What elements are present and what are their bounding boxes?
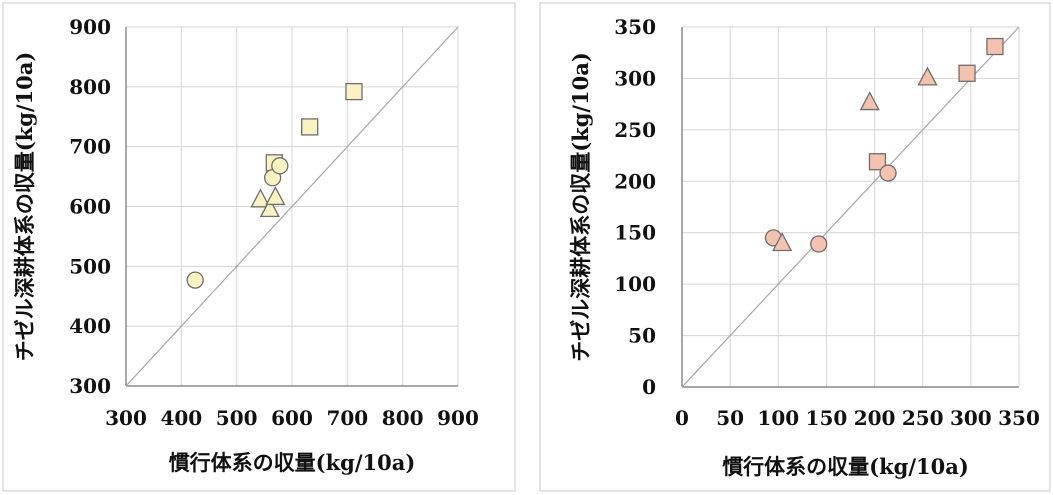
x-tick-label: 500: [216, 406, 258, 430]
x-tick-label: 700: [326, 406, 368, 430]
x-tick-label: 0: [675, 406, 689, 430]
one-to-one-line: [125, 26, 459, 387]
chart-right: 0 50 100 150 200 250 300 350 0 50 100 150 200 250 300 3…: [526, 0, 1053, 495]
one-to-one-line: [681, 26, 1020, 388]
triangle-data-point: [772, 232, 793, 252]
chart-left: 300 400 500 600 700 800 900 300 400 500 600 700 800 9…: [0, 0, 520, 495]
x-tick-label: 400: [160, 406, 202, 430]
triangle-data-point: [917, 66, 938, 86]
y-tick-label: 900: [69, 15, 111, 39]
scatter-plot-right: 0 50 100 150 200 250 300 3500501001502002503003…: [539, 2, 1051, 492]
y-tick-label: 150: [614, 221, 656, 245]
x-tick-label: 300: [105, 406, 147, 430]
square-data-point: [986, 37, 1004, 56]
y-tick-label: 700: [69, 135, 111, 159]
square-data-point: [868, 153, 887, 171]
scatter-plot-left: 300 400 500 600 700 800 900 300 400 500 600 700 800 9…: [2, 2, 516, 492]
x-tick-label: 200: [854, 406, 896, 430]
x-tick-label: 600: [271, 406, 313, 430]
y-tick-label: 200: [614, 169, 656, 193]
y-tick-label: 100: [614, 272, 656, 296]
chart-frame: [539, 2, 1051, 492]
x-axis-title: 慣行体系の収量(kg/10a): [168, 450, 416, 475]
x-tick-label: 100: [757, 406, 799, 430]
circle-data-point: [186, 271, 204, 289]
y-tick-label: 300: [69, 374, 111, 398]
y-tick-label: 500: [69, 254, 111, 278]
x-tick-label: 900: [437, 406, 479, 430]
x-tick-label: 50: [716, 406, 744, 430]
y-tick-label: 600: [69, 195, 111, 219]
x-tick-label: 350: [998, 406, 1040, 430]
y-tick-label: 0: [642, 375, 656, 399]
triangle-data-point: [259, 198, 280, 218]
triangle-data-point: [265, 186, 286, 206]
x-tick-label: 800: [382, 406, 424, 430]
y-tick-label: 800: [69, 75, 111, 99]
circle-data-point: [810, 235, 828, 253]
triangle-data-point: [250, 188, 271, 208]
y-axis-title: チゼル深耕体系の収量(kg/10a): [12, 52, 37, 362]
square-data-point: [958, 64, 976, 82]
y-tick-label: 50: [628, 324, 656, 348]
y-tick-label: 300: [614, 66, 656, 90]
circle-data-point: [271, 157, 289, 175]
triangle-data-point: [859, 91, 880, 111]
x-axis-title: 慣行体系の収量(kg/10a): [721, 454, 969, 479]
chart-frame: [2, 2, 516, 492]
square-data-point: [345, 82, 363, 101]
y-tick-label: 400: [69, 314, 111, 338]
x-tick-label: 300: [950, 406, 992, 430]
y-tick-label: 350: [614, 15, 656, 39]
square-data-point: [301, 118, 319, 136]
x-tick-label: 250: [902, 406, 944, 430]
x-tick-label: 150: [806, 406, 848, 430]
circle-data-point: [879, 164, 897, 182]
y-axis-title: チゼル深耕体系の収量(kg/10a): [568, 52, 593, 362]
y-tick-label: 250: [614, 118, 656, 142]
